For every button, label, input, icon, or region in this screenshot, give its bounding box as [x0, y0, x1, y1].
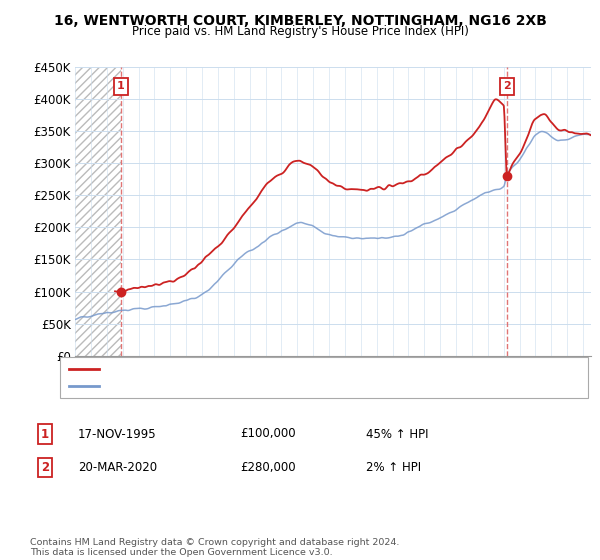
Text: 20-MAR-2020: 20-MAR-2020	[78, 461, 157, 474]
Text: 2: 2	[503, 81, 511, 91]
Text: Contains HM Land Registry data © Crown copyright and database right 2024.
This d: Contains HM Land Registry data © Crown c…	[30, 538, 400, 557]
Text: 1: 1	[41, 427, 49, 441]
Text: 2% ↑ HPI: 2% ↑ HPI	[366, 461, 421, 474]
Text: 2: 2	[41, 461, 49, 474]
Text: £280,000: £280,000	[240, 461, 296, 474]
Text: 16, WENTWORTH COURT, KIMBERLEY, NOTTINGHAM, NG16 2XB: 16, WENTWORTH COURT, KIMBERLEY, NOTTINGH…	[53, 14, 547, 28]
Text: 16, WENTWORTH COURT, KIMBERLEY, NOTTINGHAM, NG16 2XB (detached house): 16, WENTWORTH COURT, KIMBERLEY, NOTTINGH…	[105, 363, 513, 374]
Text: 45% ↑ HPI: 45% ↑ HPI	[366, 427, 428, 441]
Text: 1: 1	[117, 81, 125, 91]
Text: 17-NOV-1995: 17-NOV-1995	[78, 427, 157, 441]
Text: £100,000: £100,000	[240, 427, 296, 441]
Text: Price paid vs. HM Land Registry's House Price Index (HPI): Price paid vs. HM Land Registry's House …	[131, 25, 469, 38]
Text: HPI: Average price, detached house, Broxtowe: HPI: Average price, detached house, Brox…	[105, 381, 336, 391]
Bar	[75, 67, 121, 356]
